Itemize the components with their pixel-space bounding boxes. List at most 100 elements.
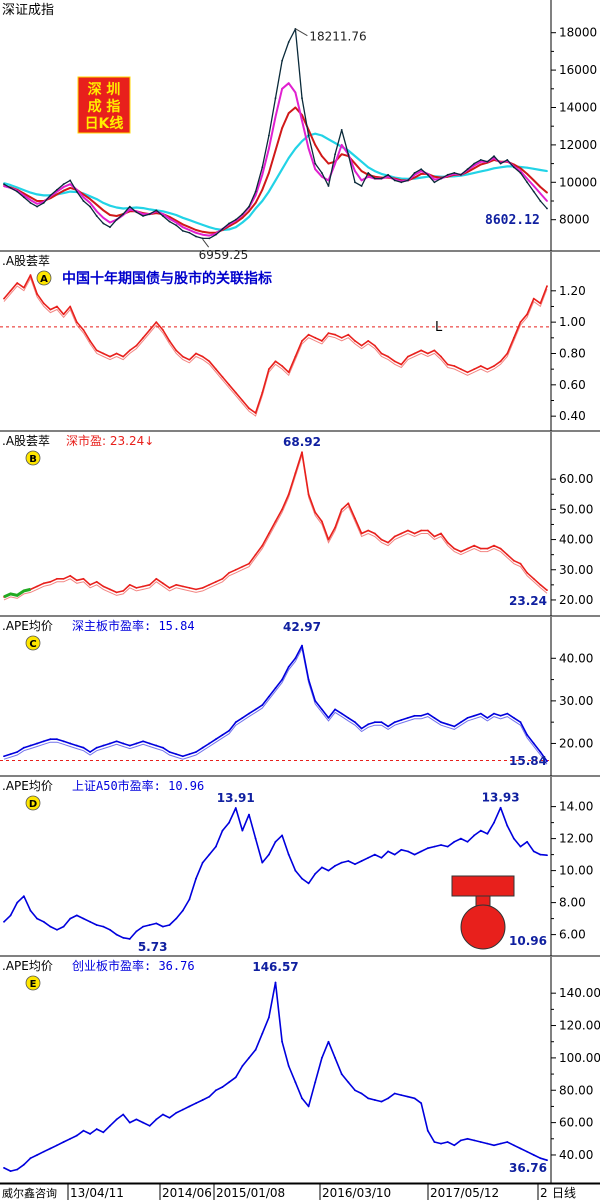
data-point bbox=[479, 712, 482, 715]
data-point bbox=[261, 200, 264, 202]
series-line-shadow bbox=[3, 276, 548, 417]
data-point bbox=[274, 360, 277, 363]
data-point bbox=[22, 196, 25, 199]
data-point bbox=[327, 332, 330, 335]
data-point bbox=[56, 577, 58, 580]
data-point bbox=[420, 349, 423, 352]
data-point bbox=[82, 577, 85, 580]
data-point bbox=[360, 860, 363, 862]
data-point bbox=[248, 210, 250, 213]
data-point bbox=[56, 190, 58, 193]
data-point bbox=[215, 228, 217, 230]
data-point bbox=[128, 744, 131, 747]
data-point bbox=[62, 183, 65, 186]
data-point bbox=[75, 321, 78, 324]
data-point bbox=[267, 368, 270, 371]
data-point bbox=[168, 217, 171, 220]
data-point bbox=[208, 1095, 211, 1098]
data-point bbox=[340, 712, 343, 715]
data-point bbox=[128, 938, 131, 940]
data-point bbox=[69, 742, 72, 745]
data-point bbox=[506, 165, 509, 168]
data-point bbox=[89, 751, 91, 753]
data-point bbox=[420, 1102, 423, 1105]
data-point bbox=[162, 329, 164, 331]
data-point bbox=[115, 591, 118, 594]
data-point bbox=[168, 586, 171, 589]
data-point bbox=[380, 177, 383, 180]
data-point bbox=[201, 224, 204, 226]
data-point bbox=[82, 1129, 85, 1132]
data-point bbox=[56, 188, 58, 191]
series-line-shadow bbox=[3, 455, 548, 601]
data-point bbox=[254, 412, 257, 414]
max-label: 13.91 bbox=[217, 791, 255, 805]
data-point bbox=[367, 529, 370, 532]
data-point bbox=[446, 541, 449, 544]
data-point bbox=[340, 129, 343, 131]
data-point bbox=[373, 344, 376, 347]
thumb-cuff bbox=[451, 875, 515, 897]
data-point bbox=[102, 216, 105, 219]
data-point bbox=[162, 213, 164, 215]
data-point bbox=[69, 1137, 72, 1140]
data-point bbox=[248, 407, 250, 410]
y-tick-label: 18000 bbox=[559, 26, 597, 40]
data-point bbox=[142, 925, 144, 928]
data-point bbox=[261, 861, 264, 864]
data-point bbox=[95, 203, 98, 206]
data-point bbox=[208, 226, 211, 229]
data-point bbox=[486, 547, 489, 550]
data-point bbox=[499, 547, 502, 550]
data-point bbox=[115, 1118, 118, 1121]
data-point bbox=[539, 853, 542, 856]
data-point bbox=[56, 928, 58, 931]
data-point bbox=[281, 1040, 284, 1043]
data-point bbox=[446, 845, 449, 848]
letter-badge bbox=[36, 270, 52, 286]
data-point bbox=[347, 502, 350, 505]
data-point bbox=[228, 228, 231, 231]
data-point bbox=[380, 721, 383, 724]
data-point bbox=[208, 360, 211, 363]
data-point bbox=[16, 901, 19, 904]
data-point bbox=[195, 221, 197, 224]
data-point bbox=[36, 1154, 39, 1156]
data-point bbox=[526, 172, 529, 175]
data-point bbox=[301, 644, 303, 647]
data-point bbox=[109, 928, 111, 931]
data-point bbox=[433, 175, 436, 178]
data-point bbox=[440, 721, 442, 724]
data-point bbox=[3, 183, 5, 186]
data-point bbox=[466, 371, 469, 374]
data-point bbox=[499, 162, 502, 165]
data-point bbox=[221, 228, 224, 230]
data-point bbox=[16, 751, 19, 753]
data-point bbox=[162, 1113, 164, 1116]
data-point bbox=[400, 181, 403, 184]
data-point bbox=[479, 365, 482, 367]
data-point bbox=[148, 329, 151, 331]
data-point bbox=[195, 588, 197, 591]
data-point bbox=[195, 352, 197, 355]
data-point bbox=[82, 329, 85, 331]
data-point bbox=[287, 157, 290, 159]
data-point bbox=[532, 297, 535, 300]
data-point bbox=[453, 365, 456, 367]
data-point bbox=[453, 840, 456, 843]
data-point bbox=[142, 585, 144, 588]
data-point bbox=[440, 532, 442, 535]
data-point bbox=[486, 717, 489, 719]
data-point bbox=[135, 211, 138, 214]
data-point bbox=[188, 231, 191, 234]
data-point bbox=[294, 91, 297, 94]
last-value-label: 10.96 bbox=[509, 934, 547, 948]
max-leader bbox=[295, 28, 308, 37]
data-point bbox=[109, 588, 111, 591]
data-point bbox=[142, 740, 144, 743]
data-point bbox=[532, 742, 535, 745]
data-point bbox=[254, 708, 257, 711]
data-point bbox=[340, 336, 343, 339]
data-point bbox=[9, 187, 12, 189]
data-point bbox=[228, 222, 231, 225]
